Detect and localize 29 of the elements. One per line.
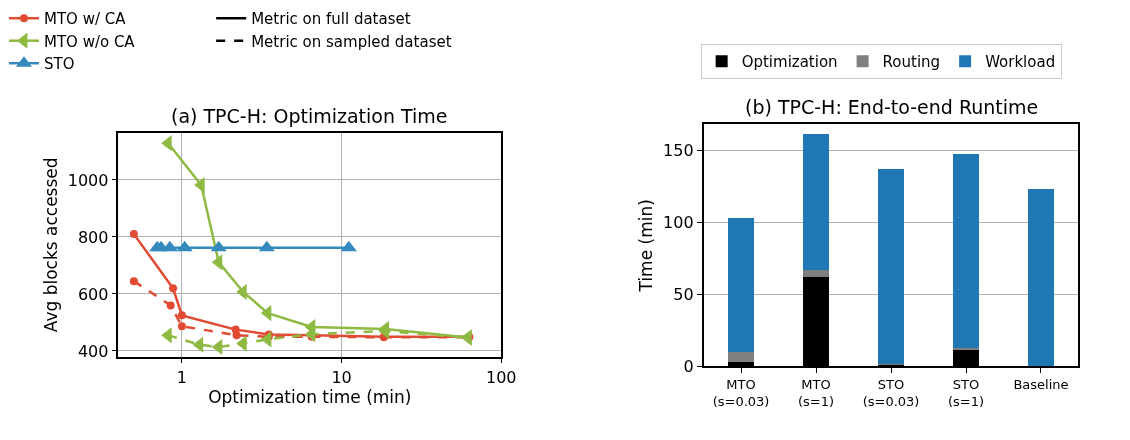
x-tick-label: Baseline [1013, 376, 1069, 392]
y-tick-label: 50 [673, 284, 694, 304]
legend-label: Optimization [741, 53, 838, 72]
y-tick-label: 150 [663, 140, 694, 160]
y-tick-label: 600 [77, 284, 109, 304]
x-tick-label: MTO (s=1) [797, 376, 835, 409]
y-tick-label: 0 [683, 357, 694, 377]
y-tick-label: 1000 [67, 170, 109, 190]
y-tick-label: 800 [77, 227, 109, 247]
y-axis-title: Avg blocks accessed [40, 157, 61, 333]
y-axis-title: Time (min) [636, 199, 657, 293]
x-tick-label: STO (s=0.03) [862, 376, 920, 409]
legend-label: STO [43, 55, 75, 74]
chart-title: (a) TPC-H: Optimization Time [171, 105, 448, 127]
x-tick-label: STO (s=1) [947, 376, 985, 409]
legend-label: MTO w/ CA [43, 10, 127, 29]
chart-title: (b) TPC-H: End-to-end Runtime [745, 96, 1039, 118]
y-tick-label: 100 [663, 212, 694, 232]
legend-label: Metric on full dataset [251, 10, 411, 29]
legend-label: MTO w/o CA [43, 32, 136, 51]
x-tick-label: 100 [485, 367, 517, 387]
legend-label: Routing [882, 53, 941, 72]
legend-label: Metric on sampled dataset [251, 32, 452, 51]
x-tick-label: MTO (s=0.03) [712, 376, 770, 409]
x-tick-label: 10 [331, 367, 352, 387]
legend-label: Workload [985, 53, 1056, 72]
x-axis-title: Optimization time (min) [208, 386, 412, 407]
x-tick-label: 1 [176, 367, 188, 387]
y-tick-label: 400 [77, 341, 109, 361]
